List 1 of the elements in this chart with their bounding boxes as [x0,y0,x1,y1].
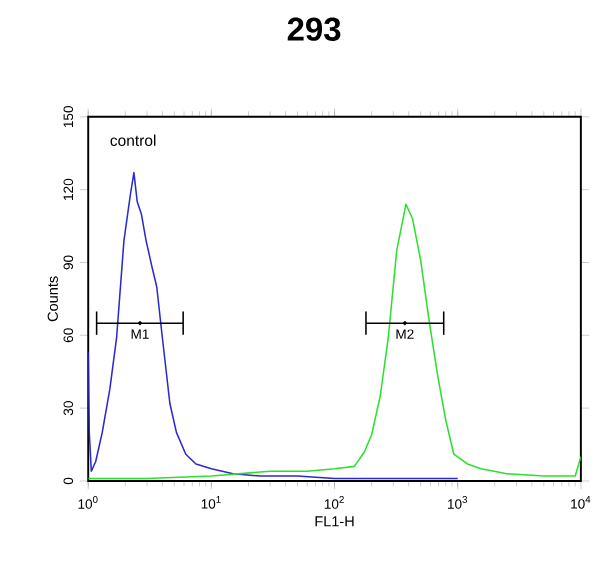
chart-title: 293 [287,17,341,41]
